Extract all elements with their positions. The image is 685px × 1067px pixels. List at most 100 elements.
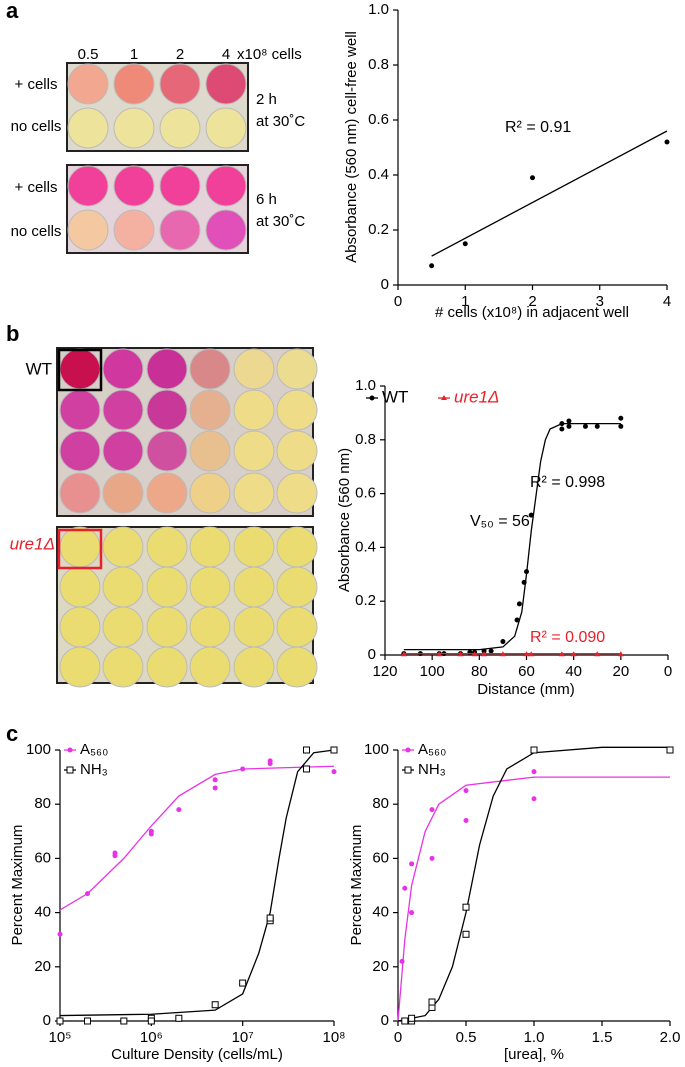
marker — [488, 648, 494, 654]
annotation: R² = 0.998 — [530, 474, 605, 491]
well — [233, 606, 275, 648]
well — [233, 348, 275, 390]
legend-label: NH₃ — [80, 761, 108, 778]
well — [205, 165, 247, 207]
panel-label: a — [6, 0, 19, 23]
well — [102, 566, 144, 608]
well — [59, 430, 101, 472]
marker — [175, 1014, 183, 1022]
x-tick-label: 120 — [372, 663, 397, 680]
marker — [303, 746, 311, 754]
well — [102, 606, 144, 648]
x-tick-label: 10⁶ — [140, 1029, 163, 1046]
marker — [582, 423, 588, 429]
annotation: R² = 0.090 — [530, 629, 605, 646]
x-tick-label: 4 — [663, 293, 671, 310]
x-tick-label: 80 — [471, 663, 488, 680]
marker — [330, 746, 338, 754]
well — [146, 389, 188, 431]
marker — [331, 769, 337, 775]
marker — [303, 765, 311, 773]
well — [189, 606, 231, 648]
well — [233, 430, 275, 472]
column-label: 0.5 — [78, 46, 99, 63]
y-axis-label: Percent Maximum — [348, 825, 365, 946]
x-tick-label: 0 — [664, 663, 672, 680]
condition: 2 h — [256, 91, 277, 108]
column-label: 4 — [222, 46, 230, 63]
marker — [457, 651, 464, 657]
well — [102, 646, 144, 688]
well — [205, 209, 247, 251]
marker — [463, 817, 469, 823]
well — [189, 566, 231, 608]
marker — [528, 651, 535, 657]
well — [276, 430, 318, 472]
well — [113, 63, 155, 105]
x-axis-label: [urea], % — [504, 1046, 564, 1063]
marker — [401, 1017, 409, 1025]
marker — [471, 651, 478, 657]
well — [276, 566, 318, 608]
marker — [369, 395, 375, 401]
marker — [429, 855, 435, 861]
y-tick-label: 0 — [381, 1012, 389, 1029]
marker — [441, 395, 447, 400]
marker — [148, 828, 154, 834]
well — [159, 209, 201, 251]
marker — [112, 850, 118, 856]
marker — [559, 421, 565, 427]
y-tick-label: 100 — [364, 741, 389, 758]
y-tick-label: 0.4 — [368, 166, 389, 183]
marker — [570, 651, 577, 657]
fit-line — [397, 746, 670, 1022]
x-tick-label: 3 — [596, 293, 604, 310]
y-tick-label: 0.6 — [355, 485, 376, 502]
well — [59, 348, 101, 390]
y-tick-label: 0.6 — [368, 111, 389, 128]
well — [276, 526, 318, 568]
y-axis-label: Percent Maximum — [9, 825, 26, 946]
marker — [528, 512, 534, 518]
well — [146, 526, 188, 568]
well — [205, 63, 247, 105]
x-tick-label: 0 — [394, 293, 402, 310]
marker — [559, 426, 565, 432]
y-tick-label: 0.8 — [355, 431, 376, 448]
well — [59, 389, 101, 431]
marker — [530, 746, 538, 754]
row-label: no cells — [11, 223, 62, 240]
panel-label: b — [6, 321, 19, 346]
well — [102, 430, 144, 472]
marker — [530, 175, 535, 181]
marker — [481, 648, 487, 654]
marker — [402, 885, 408, 891]
well — [113, 165, 155, 207]
x-tick-label: 20 — [612, 663, 629, 680]
marker — [56, 1017, 64, 1025]
well — [102, 389, 144, 431]
well — [205, 107, 247, 149]
row-label: + cells — [15, 179, 58, 196]
x-tick-label: 40 — [565, 663, 582, 680]
well — [189, 389, 231, 431]
legend-label: NH₃ — [418, 761, 446, 778]
marker — [566, 418, 572, 424]
marker — [84, 891, 90, 897]
y-tick-label: 1.0 — [368, 1, 389, 18]
well — [67, 209, 109, 251]
marker — [66, 766, 74, 774]
marker — [499, 651, 506, 657]
well — [102, 348, 144, 390]
marker — [566, 423, 572, 429]
well — [67, 107, 109, 149]
x-tick-label: 0 — [394, 1029, 402, 1046]
y-axis-label: Absorbance (560 nm) — [336, 448, 353, 592]
marker — [240, 766, 246, 772]
x-axis-label: # cells (x10⁸) in adjacent well — [435, 304, 629, 321]
y-axis-label: Absorbance (560 nm) cell-free well — [343, 31, 360, 263]
fit-line — [431, 130, 668, 257]
marker — [462, 241, 468, 247]
column-label: 1 — [130, 46, 138, 63]
marker — [147, 1017, 155, 1025]
